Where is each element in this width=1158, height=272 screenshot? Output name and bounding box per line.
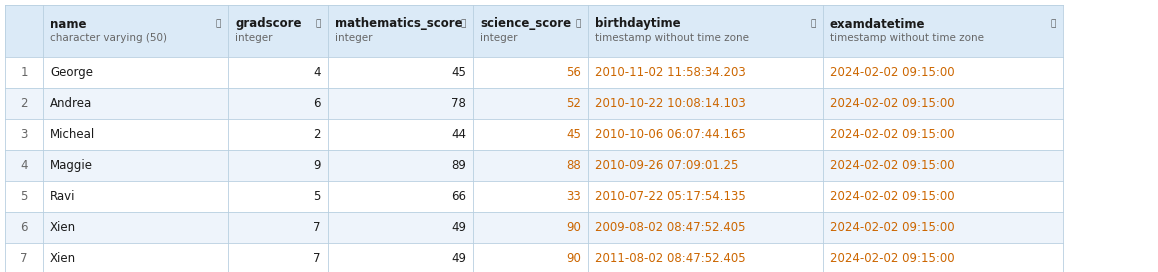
Text: 2010-07-22 05:17:54.135: 2010-07-22 05:17:54.135 — [595, 190, 746, 203]
Text: 66: 66 — [450, 190, 466, 203]
Bar — [5, 150, 1063, 181]
Bar — [5, 88, 1063, 119]
Text: 2010-10-22 10:08:14.103: 2010-10-22 10:08:14.103 — [595, 97, 746, 110]
Text: 45: 45 — [452, 66, 466, 79]
Text: Ravi: Ravi — [50, 190, 75, 203]
Text: 2011-08-02 08:47:52.405: 2011-08-02 08:47:52.405 — [595, 252, 746, 265]
Text: integer: integer — [335, 33, 373, 43]
Text: 88: 88 — [566, 159, 581, 172]
Text: 🔒: 🔒 — [576, 20, 580, 29]
Text: birthdaytime: birthdaytime — [595, 17, 681, 30]
Text: 5: 5 — [21, 190, 28, 203]
Text: character varying (50): character varying (50) — [50, 33, 167, 43]
Text: 2010-10-06 06:07:44.165: 2010-10-06 06:07:44.165 — [595, 128, 746, 141]
Bar — [5, 119, 1063, 150]
Text: 49: 49 — [450, 252, 466, 265]
Text: timestamp without time zone: timestamp without time zone — [830, 33, 984, 43]
Text: 9: 9 — [314, 159, 321, 172]
Text: 2009-08-02 08:47:52.405: 2009-08-02 08:47:52.405 — [595, 221, 746, 234]
Text: 2: 2 — [314, 128, 321, 141]
Text: 4: 4 — [314, 66, 321, 79]
Text: 🔒: 🔒 — [1050, 20, 1056, 29]
Text: 🔒: 🔒 — [811, 20, 815, 29]
Text: Maggie: Maggie — [50, 159, 93, 172]
Text: 52: 52 — [566, 97, 581, 110]
Text: 5: 5 — [314, 190, 321, 203]
Text: Xien: Xien — [50, 252, 76, 265]
Text: 7: 7 — [20, 252, 28, 265]
Text: examdatetime: examdatetime — [830, 17, 925, 30]
Text: mathematics_score: mathematics_score — [335, 17, 463, 30]
Text: 4: 4 — [20, 159, 28, 172]
Text: 3: 3 — [21, 128, 28, 141]
Text: 2024-02-02 09:15:00: 2024-02-02 09:15:00 — [830, 66, 954, 79]
Text: 56: 56 — [566, 66, 581, 79]
Text: timestamp without time zone: timestamp without time zone — [595, 33, 749, 43]
Text: 🔒: 🔒 — [315, 20, 321, 29]
Text: gradscore: gradscore — [235, 17, 301, 30]
Text: 78: 78 — [452, 97, 466, 110]
Text: 89: 89 — [452, 159, 466, 172]
Text: 49: 49 — [450, 221, 466, 234]
Text: Xien: Xien — [50, 221, 76, 234]
Text: 7: 7 — [314, 221, 321, 234]
Bar — [5, 57, 1063, 88]
Text: 6: 6 — [20, 221, 28, 234]
Text: 2024-02-02 09:15:00: 2024-02-02 09:15:00 — [830, 128, 954, 141]
Text: name: name — [50, 17, 87, 30]
Text: Andrea: Andrea — [50, 97, 93, 110]
Text: Micheal: Micheal — [50, 128, 95, 141]
Text: 2024-02-02 09:15:00: 2024-02-02 09:15:00 — [830, 221, 954, 234]
Text: 2010-11-02 11:58:34.203: 2010-11-02 11:58:34.203 — [595, 66, 746, 79]
Text: integer: integer — [481, 33, 518, 43]
Text: George: George — [50, 66, 93, 79]
Text: 🔒: 🔒 — [461, 20, 466, 29]
Bar — [5, 181, 1063, 212]
Bar — [5, 5, 1063, 57]
Text: 2: 2 — [20, 97, 28, 110]
Text: 2024-02-02 09:15:00: 2024-02-02 09:15:00 — [830, 252, 954, 265]
Text: 90: 90 — [566, 221, 581, 234]
Text: 2024-02-02 09:15:00: 2024-02-02 09:15:00 — [830, 159, 954, 172]
Text: 2024-02-02 09:15:00: 2024-02-02 09:15:00 — [830, 97, 954, 110]
Text: 1: 1 — [20, 66, 28, 79]
Bar — [5, 212, 1063, 243]
Text: science_score: science_score — [481, 17, 571, 30]
Text: 7: 7 — [314, 252, 321, 265]
Text: 2024-02-02 09:15:00: 2024-02-02 09:15:00 — [830, 190, 954, 203]
Text: 90: 90 — [566, 252, 581, 265]
Text: 2010-09-26 07:09:01.25: 2010-09-26 07:09:01.25 — [595, 159, 739, 172]
Text: integer: integer — [235, 33, 272, 43]
Text: 6: 6 — [314, 97, 321, 110]
Text: 45: 45 — [566, 128, 581, 141]
Text: 44: 44 — [450, 128, 466, 141]
Bar — [5, 243, 1063, 272]
Text: 🔒: 🔒 — [215, 20, 221, 29]
Text: 33: 33 — [566, 190, 581, 203]
